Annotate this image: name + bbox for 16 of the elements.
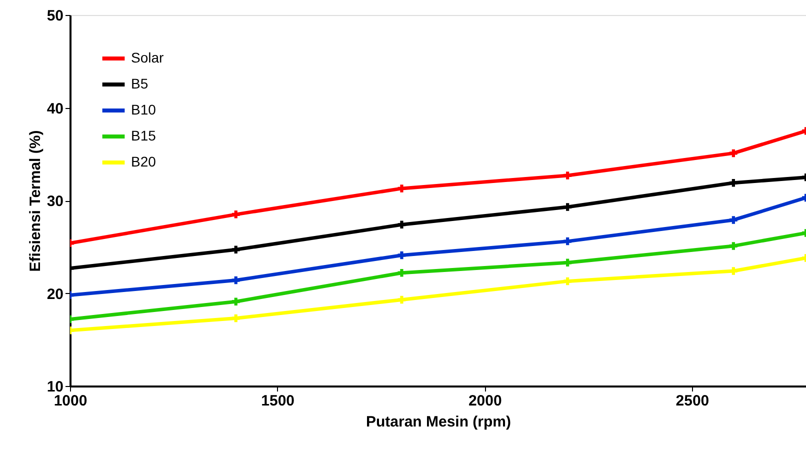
x-axis-title: Putaran Mesin (rpm) [366, 414, 512, 430]
legend-label: B5 [131, 76, 148, 92]
legend-label: B20 [131, 154, 156, 170]
y-tick-label: 40 [46, 100, 64, 118]
legend-label: Solar [131, 50, 164, 66]
y-tick-label: 50 [46, 8, 64, 24]
x-tick-label: 1500 [261, 392, 295, 410]
x-tick-label: 2500 [676, 392, 710, 410]
y-tick-label: 20 [46, 286, 64, 303]
legend-label: B15 [131, 128, 156, 144]
y-axis-title: Efisiensi Termal (%) [26, 130, 44, 272]
y-tick-label: 10 [46, 378, 64, 396]
y-tick-label: 30 [46, 193, 64, 210]
x-tick-label: 1000 [54, 392, 88, 410]
legend-label: B10 [131, 102, 156, 118]
x-tick-label: 2000 [468, 392, 502, 410]
